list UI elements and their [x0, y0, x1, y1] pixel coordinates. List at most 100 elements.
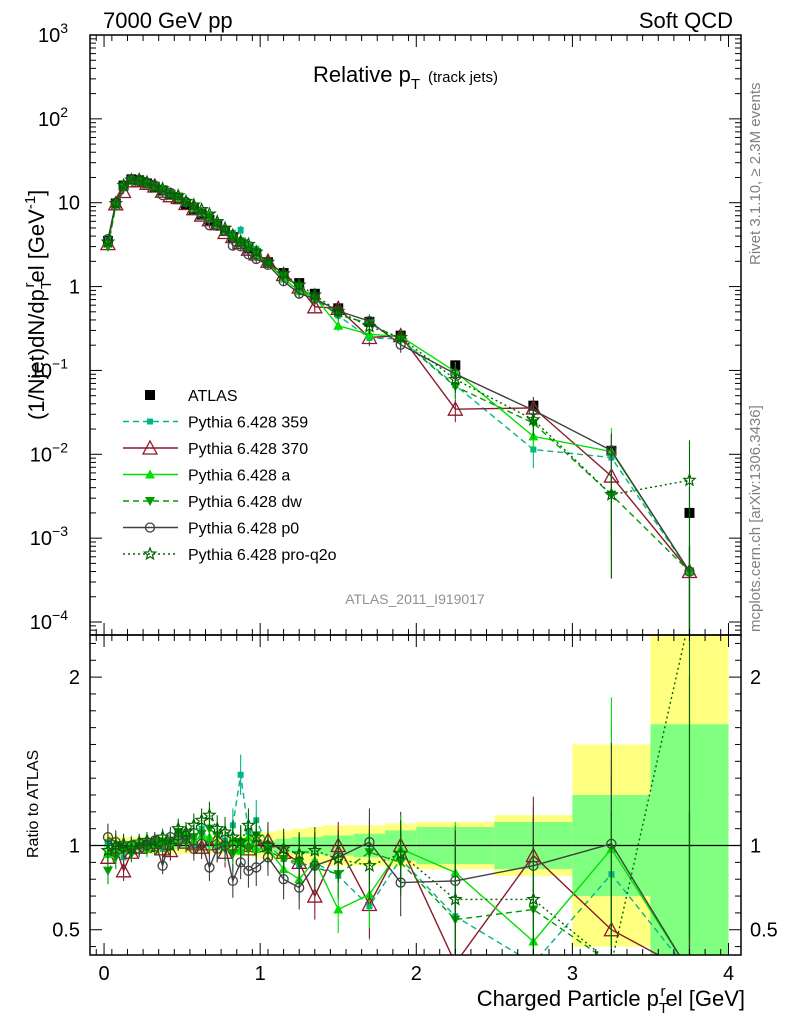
point-main-pq2o — [249, 244, 264, 259]
point-main-pq2o — [186, 197, 202, 212]
point-ratio-pp0 — [685, 967, 694, 976]
point-ratio-pp0 — [294, 882, 305, 893]
legend-marker — [141, 439, 159, 455]
ratio-y-tick-label-right: 2 — [750, 667, 761, 689]
point-ratio-pa — [684, 967, 694, 976]
point-ratio-pp0 — [157, 860, 168, 871]
point-ratio-pq2o — [155, 829, 170, 844]
point-main-pq2o — [147, 179, 163, 194]
point-main-pp0 — [180, 196, 192, 208]
y-tick-label: 103 — [38, 20, 68, 47]
legend-label: Pythia 6.428 dw — [188, 494, 302, 511]
legend-item-p370: Pythia 6.428 370 — [123, 439, 308, 458]
ratio-plot-panel — [90, 635, 741, 978]
point-main-pq2o — [131, 171, 147, 186]
x-axis-label: Charged Particle pTrel [GeV] — [477, 983, 745, 1017]
point-main-pq2o — [209, 214, 225, 228]
point-main-pq2o — [178, 193, 194, 208]
point-ratio-pq2o — [276, 841, 291, 856]
point-ratio-p359 — [686, 969, 692, 975]
legend-label: Pythia 6.428 359 — [188, 415, 308, 432]
ratio-y-tick-label-left: 1 — [69, 836, 80, 858]
point-ratio-pq2o — [291, 846, 307, 861]
point-ratio-pdw — [684, 968, 694, 977]
legend-marker — [145, 469, 155, 479]
point-ratio-pdw — [227, 849, 238, 859]
legend-label: Pythia 6.428 a — [188, 468, 290, 485]
point-main-pq2o — [260, 254, 276, 269]
point-main-p370 — [115, 183, 132, 199]
ratio-y-tick-label-right: 1 — [750, 836, 761, 858]
point-ratio-pq2o — [330, 851, 346, 866]
point-main-pq2o — [100, 234, 116, 249]
point-main-pq2o — [170, 188, 186, 202]
point-ratio-pq2o — [241, 817, 256, 832]
point-ratio-p370 — [682, 965, 696, 978]
point-main-pq2o — [108, 195, 124, 210]
point-main-pp0 — [118, 180, 129, 192]
point-ratio-pdw — [606, 959, 616, 968]
legend-item-p359: Pythia 6.428 359 — [123, 415, 308, 432]
point-ratio-pdw — [110, 853, 121, 863]
point-ratio-pq2o — [526, 891, 541, 906]
point-ratio-pq2o — [307, 842, 323, 857]
x-tick-label: 1 — [255, 963, 266, 985]
series-line-main-pa — [107, 178, 691, 572]
header-right: Soft QCD — [639, 8, 733, 33]
point-main-pq2o — [291, 277, 307, 292]
main-frame — [89, 34, 742, 636]
legend-label: Pythia 6.428 pro-q2o — [188, 547, 337, 564]
point-main-pp0 — [606, 445, 617, 456]
point-ratio-pq2o — [606, 957, 617, 968]
legend-marker — [145, 390, 155, 400]
x-tick-label: 4 — [723, 963, 734, 985]
y-tick-label: 10 — [58, 193, 80, 215]
main-plot-panel — [99, 171, 698, 635]
plot-title: Relative pT (track jets) — [313, 62, 498, 93]
legend-item-pa: Pythia 6.428 a — [123, 468, 290, 485]
point-main-pq2o — [526, 412, 541, 426]
x-tick-label: 3 — [567, 963, 578, 985]
point-ratio-p370 — [448, 956, 462, 969]
point-ratio-pq2o — [217, 824, 233, 839]
side-label-mcplots: mcplots.cern.ch [arXiv:1306.3436] — [747, 405, 764, 632]
legend-marker — [145, 497, 155, 506]
series-line-main-pp0 — [107, 178, 691, 572]
legend-item-pq2o: Pythia 6.428 pro-q2o — [123, 546, 337, 564]
point-main-pq2o — [604, 487, 619, 501]
point-ratio-pq2o — [163, 837, 178, 852]
point-main-pq2o — [682, 472, 697, 487]
ratio-y-tick-label-left: 0.5 — [52, 920, 80, 942]
y-axis-label-main: (1/Njet)dN/dpTrel [GeV-1] — [21, 190, 55, 420]
legend-item-pp0: Pythia 6.428 p0 — [123, 521, 299, 538]
point-main-p359 — [237, 226, 244, 233]
side-label-rivet: Rivet 3.1.10, ≥ 2.3M events — [747, 83, 764, 266]
point-ratio-pq2o — [362, 858, 377, 872]
point-main-pq2o — [225, 227, 241, 242]
point-main-p370 — [306, 298, 323, 314]
legend-label: Pythia 6.428 p0 — [188, 521, 299, 538]
series-ratio-pq2o — [100, 635, 691, 968]
series-line-main-p359 — [107, 178, 691, 572]
y-tick-label: 10−2 — [30, 439, 68, 466]
point-main-pq2o — [276, 266, 291, 280]
point-main-pq2o — [233, 234, 248, 249]
point-ratio-pdw — [102, 866, 113, 876]
y-tick-label: 1 — [69, 277, 80, 299]
point-main-pq2o — [393, 329, 408, 344]
legend-item-atlas: ATLAS — [145, 388, 238, 405]
y-tick-label: 10−4 — [30, 607, 68, 634]
y-tick-label: 10−3 — [30, 523, 68, 550]
point-ratio-p359 — [237, 771, 244, 778]
point-main-pq2o — [362, 318, 377, 333]
point-ratio-pq2o — [225, 829, 241, 844]
point-ratio-p359 — [530, 960, 536, 966]
point-main-pq2o — [241, 236, 256, 251]
point-main-pq2o — [448, 371, 463, 386]
point-ratio-pq2o — [139, 832, 155, 847]
series-line-main-pdw — [107, 179, 690, 572]
point-main-p370 — [447, 400, 464, 416]
x-tick-label: 0 — [98, 963, 109, 985]
